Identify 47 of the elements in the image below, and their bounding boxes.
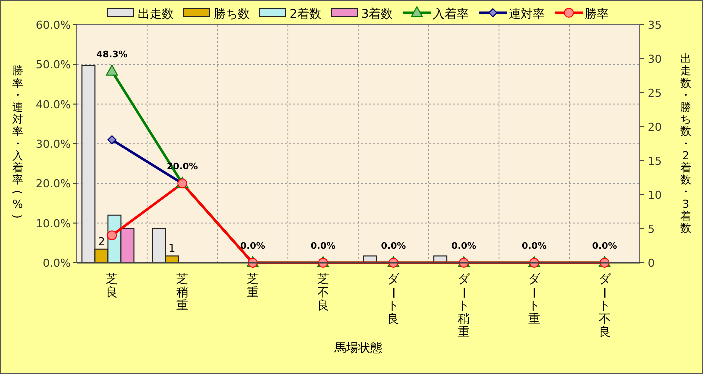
x-tick-label: ダート稍重 <box>456 272 472 339</box>
x-axis-title: 馬場状態 <box>334 341 382 355</box>
legend-label: 連対率 <box>509 7 546 21</box>
legend-label: 入着率 <box>433 7 470 21</box>
data-label: 0.0% <box>381 242 406 252</box>
y2-tick-label: 15 <box>648 155 662 168</box>
y-tick-label: 0.0% <box>43 257 71 270</box>
data-label: 2 <box>98 235 106 248</box>
data-label: 0.0% <box>522 242 547 252</box>
legend-label: 出走数 <box>138 7 174 21</box>
y2-tick-label: 10 <box>648 189 662 202</box>
legend-label: 勝ち数 <box>214 7 250 21</box>
y-tick-label: 50.0% <box>36 58 71 72</box>
data-label: 0.0% <box>240 242 266 252</box>
x-tick-label: 芝不良 <box>317 272 330 313</box>
point <box>107 230 118 241</box>
text: 出走数・勝ち数・2着数・3着数 <box>680 52 692 235</box>
text: 勝率・連対率・入着率(%) <box>11 64 24 219</box>
legend-label: 2着数 <box>290 7 322 21</box>
x-tick-label: 芝重 <box>246 272 259 300</box>
point <box>106 64 118 76</box>
data-label: 0.0% <box>310 242 336 252</box>
bar <box>82 65 96 264</box>
y-tick-label: 10.0% <box>36 217 71 230</box>
y-tick-label: 30.0% <box>36 138 71 151</box>
y2-tick-label: 25 <box>648 87 662 100</box>
y2-tick-label: 5 <box>648 223 655 236</box>
y2-tick-label: 0 <box>648 257 655 270</box>
x-tick-label: 芝稍重 <box>176 272 189 313</box>
y2-tick-label: 35 <box>648 19 662 32</box>
bar <box>152 228 166 264</box>
data-label: 0.0% <box>592 242 618 252</box>
legend-label: 3着数 <box>362 7 394 21</box>
legend-label: 勝率 <box>585 7 610 21</box>
y2-tick-label: 20 <box>648 121 662 134</box>
data-label: 0.0% <box>452 242 477 252</box>
data-label: 1 <box>168 242 176 256</box>
point <box>108 136 117 145</box>
x-tick-label: ダート良 <box>386 272 401 326</box>
y-tick-label: 20.0% <box>36 178 71 191</box>
data-label: 48.3% <box>96 50 128 60</box>
y2-tick-label: 30 <box>648 53 662 66</box>
x-tick-label: ダート不良 <box>598 272 612 339</box>
x-tick-label: 芝良 <box>106 272 118 300</box>
y-tick-label: 40.0% <box>36 98 71 112</box>
y-tick-label: 60.0% <box>36 19 71 32</box>
x-tick-label: ダート重 <box>527 272 542 326</box>
